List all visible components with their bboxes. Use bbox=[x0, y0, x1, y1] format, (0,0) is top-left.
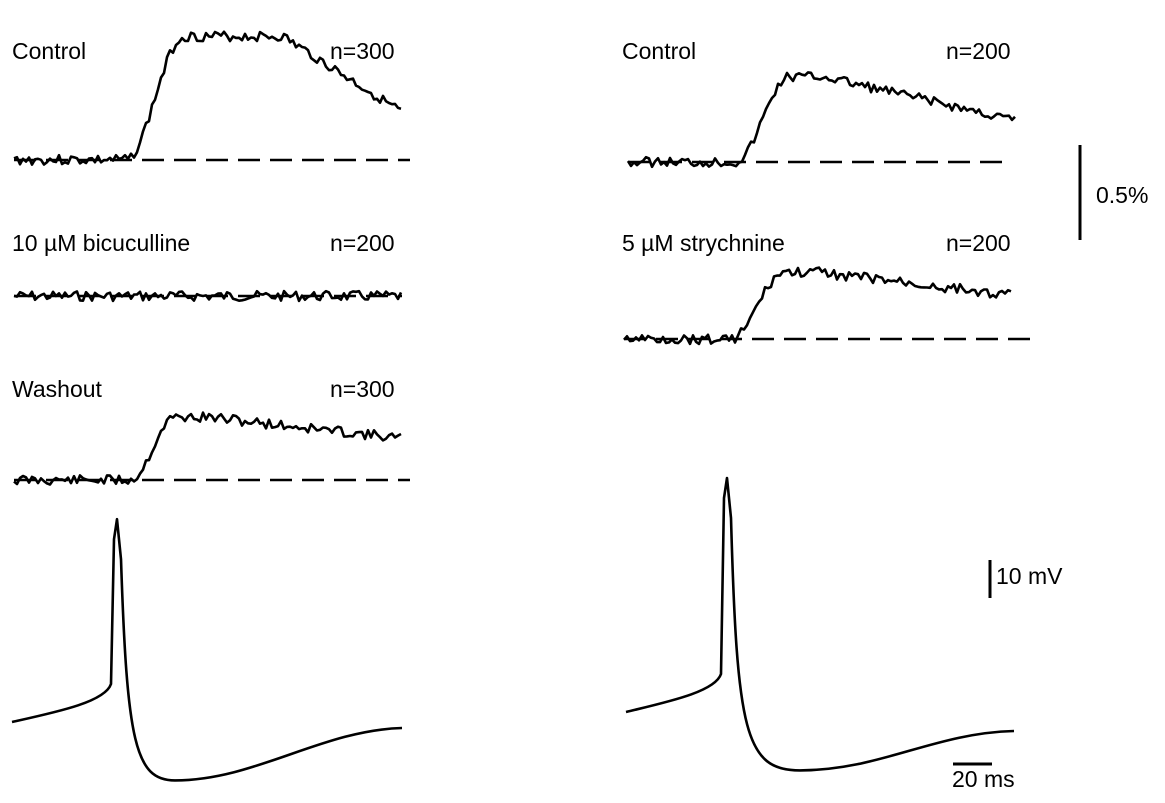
n-strychnine: n=200 bbox=[946, 230, 1011, 256]
scale-time-label: 20 ms bbox=[952, 766, 1015, 792]
n-control-left: n=300 bbox=[330, 38, 395, 64]
n-bicuculline: n=200 bbox=[330, 230, 395, 256]
label-control-right: Control bbox=[622, 38, 697, 64]
scale-voltage-label: 10 mV bbox=[996, 563, 1063, 589]
action-potential-0 bbox=[11, 517, 403, 782]
trace-4 bbox=[623, 266, 1012, 346]
traces bbox=[11, 30, 1016, 782]
scale-optical-label: 0.5% bbox=[1096, 182, 1149, 208]
label-control-left: Control bbox=[12, 38, 87, 64]
action-potential-1 bbox=[625, 476, 1015, 772]
n-control-right: n=200 bbox=[946, 38, 1011, 64]
scale-bars bbox=[953, 145, 1082, 766]
trace-0 bbox=[13, 30, 402, 166]
label-strychnine: 5 µM strychnine bbox=[622, 230, 785, 256]
n-washout: n=300 bbox=[330, 376, 395, 402]
trace-2 bbox=[13, 411, 402, 486]
label-bicuculline: 10 µM bicuculline bbox=[12, 230, 191, 256]
baselines bbox=[14, 158, 1030, 482]
trace-1 bbox=[13, 289, 403, 303]
trace-3 bbox=[626, 71, 1016, 169]
label-washout: Washout bbox=[12, 376, 102, 402]
